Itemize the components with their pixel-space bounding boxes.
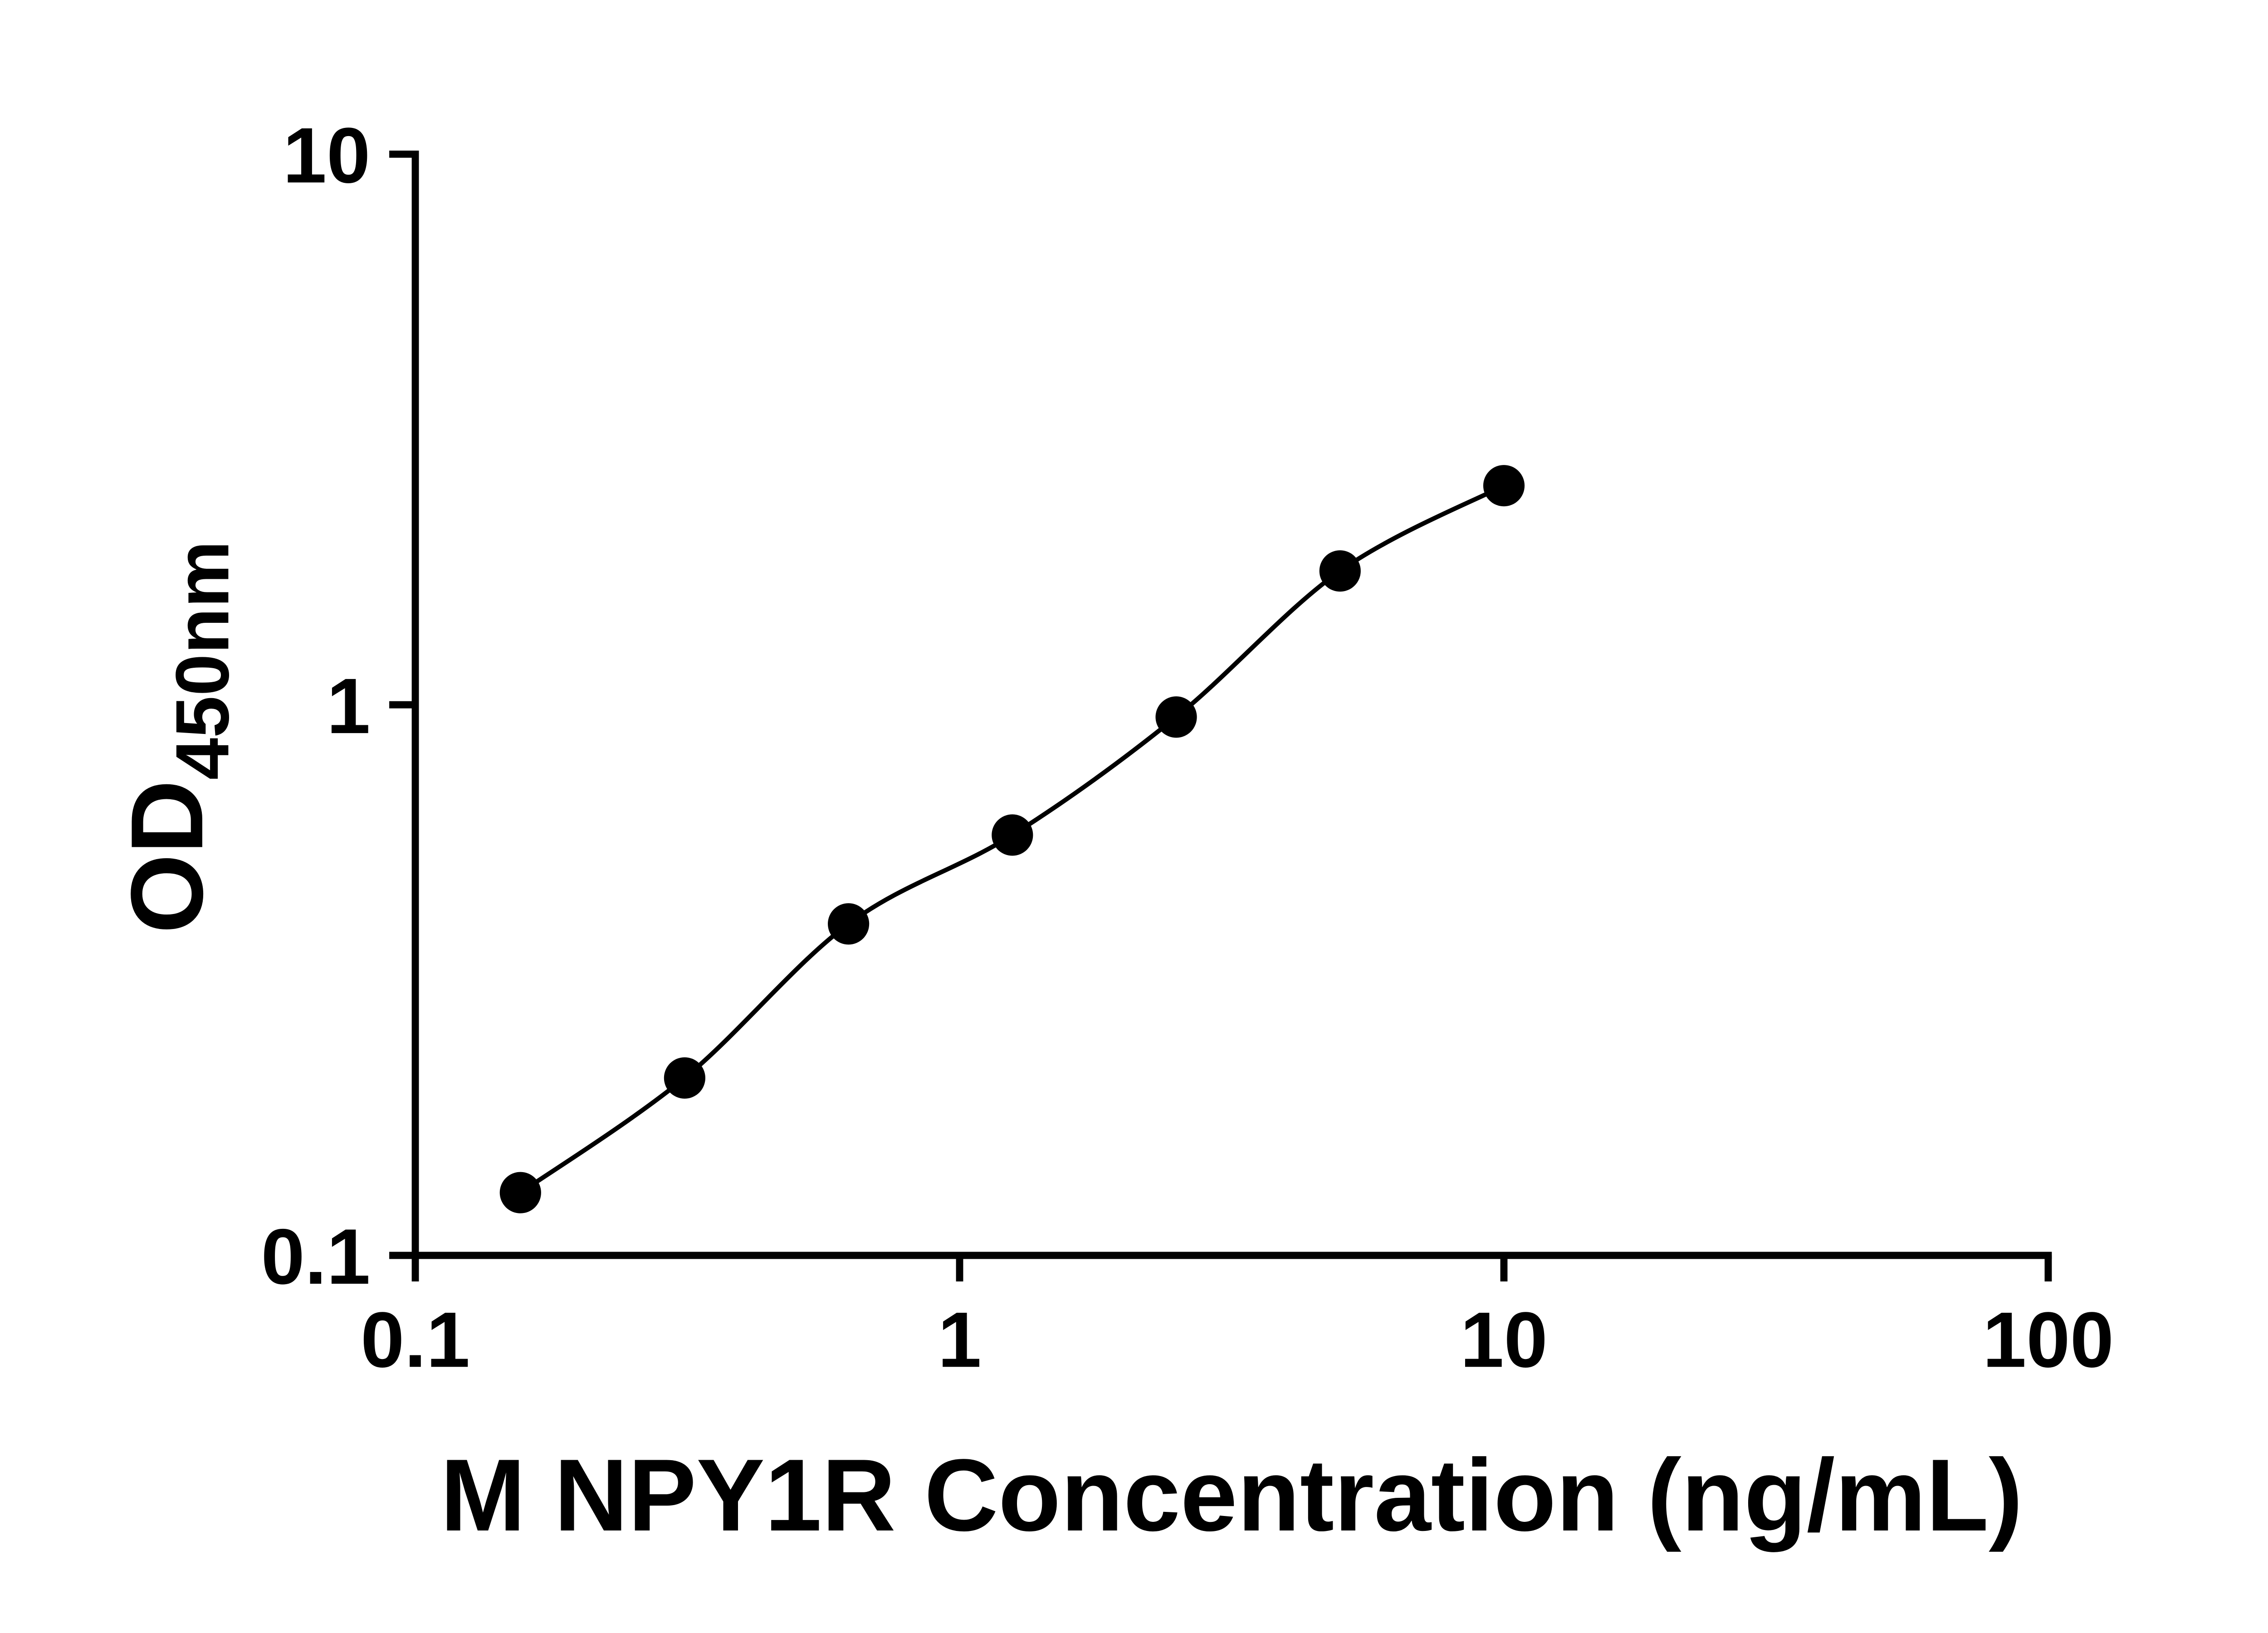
x-tick-label: 1 — [938, 1296, 981, 1384]
data-point — [992, 814, 1033, 856]
y-axis-title: OD450nm — [109, 541, 244, 934]
data-point — [828, 903, 870, 945]
x-axis-title: M NPY1R Concentration (ng/mL) — [440, 1437, 2023, 1552]
y-tick-label: 0.1 — [261, 1213, 370, 1301]
y-axis-title-main: OD — [109, 780, 224, 934]
x-tick-label: 10 — [1460, 1296, 1548, 1384]
axes-group: 0.1 1 10 100 0.1 1 10 — [261, 111, 2114, 1384]
data-point — [499, 1172, 541, 1213]
axis-spine — [411, 150, 2052, 1259]
data-point — [1155, 696, 1197, 738]
y-axis-title-subscript: 450nm — [160, 541, 244, 780]
data-point — [664, 1057, 705, 1099]
data-point — [1319, 550, 1361, 592]
x-tick-label: 0.1 — [361, 1296, 470, 1384]
y-tick-label: 10 — [283, 111, 371, 199]
x-tick-label: 100 — [1983, 1296, 2114, 1384]
y-tick-label: 1 — [327, 662, 370, 750]
series-group — [499, 465, 1525, 1213]
data-point — [1483, 465, 1525, 507]
